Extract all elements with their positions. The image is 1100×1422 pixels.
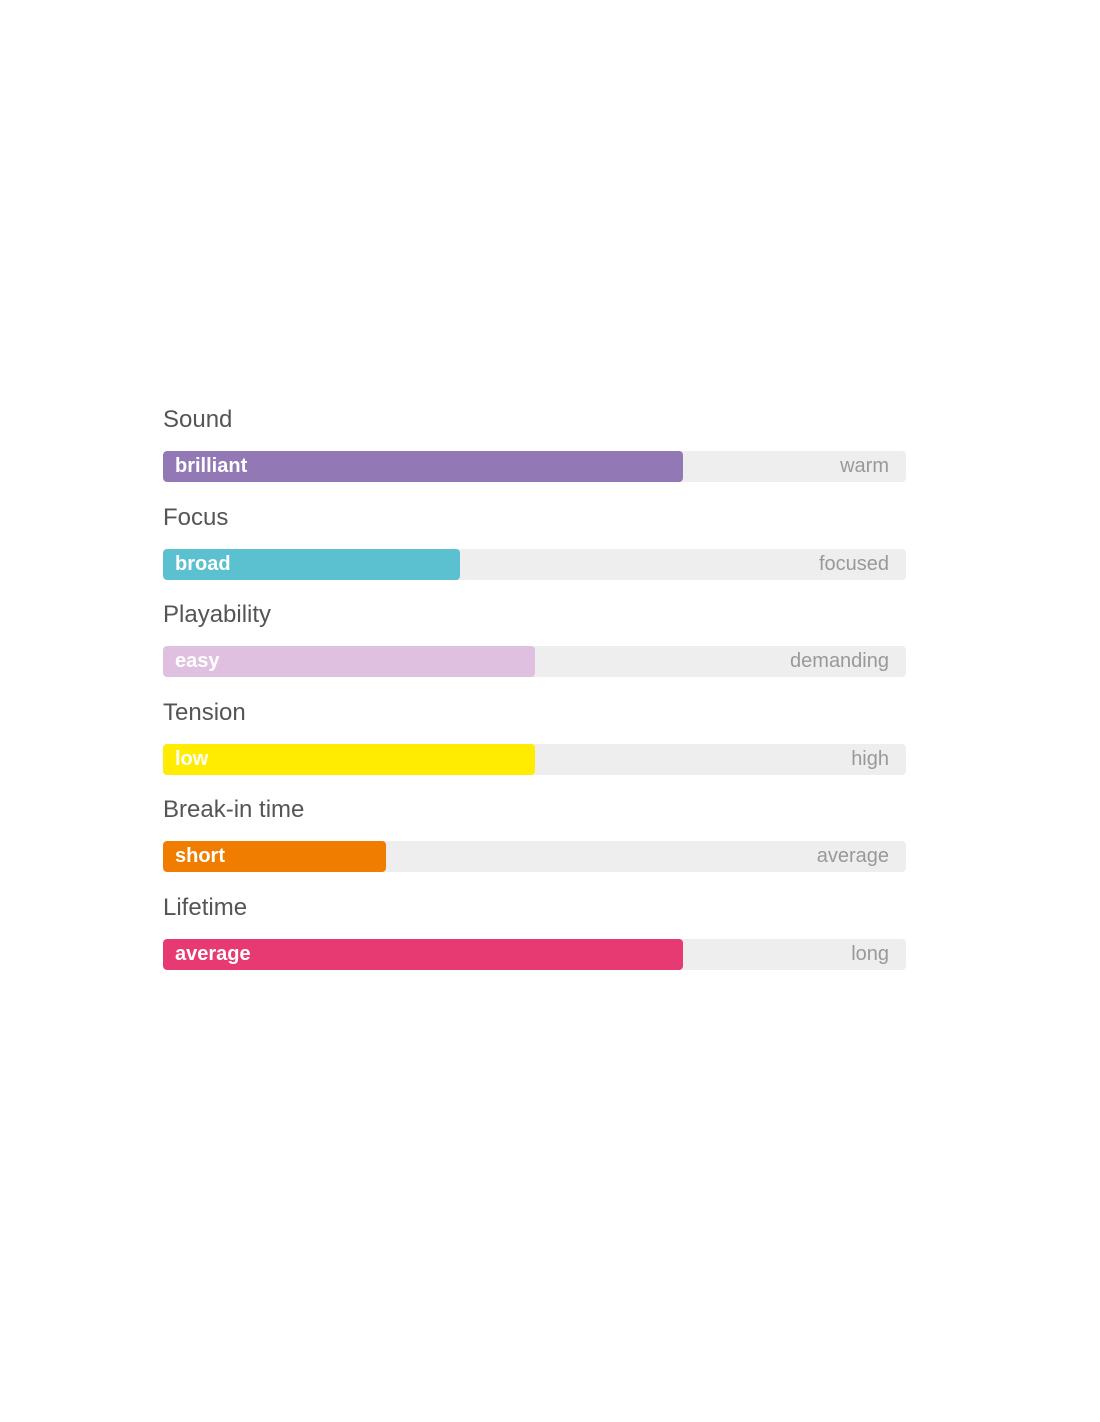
rating-high-label: demanding (790, 650, 889, 672)
rating-low-label: average (175, 942, 251, 965)
rating-high-label: high (851, 747, 889, 770)
rating-track: broad focused (163, 548, 906, 580)
rating-label: Focus (163, 503, 229, 531)
rating-row: Lifetime average long (163, 892, 906, 990)
rating-fill (163, 646, 535, 677)
rating-track: easy demanding (163, 646, 906, 677)
rating-fill (163, 743, 535, 775)
rating-low-label: brilliant (175, 455, 248, 477)
rating-low-label: low (175, 747, 209, 770)
rating-fill (163, 548, 461, 580)
rating-label: Tension (163, 698, 246, 726)
rating-row: Playability easy demanding (163, 599, 906, 697)
rating-row: Break-in time short average (163, 794, 906, 892)
rating-track: short average (163, 841, 906, 872)
rating-label: Lifetime (163, 893, 248, 921)
rating-row: Focus broad focused (163, 502, 906, 600)
rating-low-label: broad (175, 552, 231, 575)
rating-label: Sound (163, 406, 233, 433)
rating-row: Tension low high (163, 697, 906, 795)
rating-fill (163, 938, 684, 970)
rating-low-label: easy (175, 650, 220, 672)
rating-high-label: warm (840, 455, 889, 477)
rating-high-label: focused (818, 552, 889, 575)
rating-label: Break-in time (163, 796, 305, 823)
rating-track: brilliant warm (163, 451, 906, 482)
rating-label: Playability (163, 601, 272, 628)
rating-fill (163, 841, 386, 872)
rating-high-label: long (851, 942, 889, 965)
rating-high-label: average (816, 845, 889, 867)
rating-track: low high (163, 743, 906, 775)
rating-row: Sound brilliant warm (163, 404, 906, 502)
rating-fill (163, 451, 684, 482)
ratings-list: Sound brilliant warm Focus broad focused… (163, 404, 906, 989)
rating-low-label: short (175, 845, 225, 867)
rating-track: average long (163, 938, 906, 970)
